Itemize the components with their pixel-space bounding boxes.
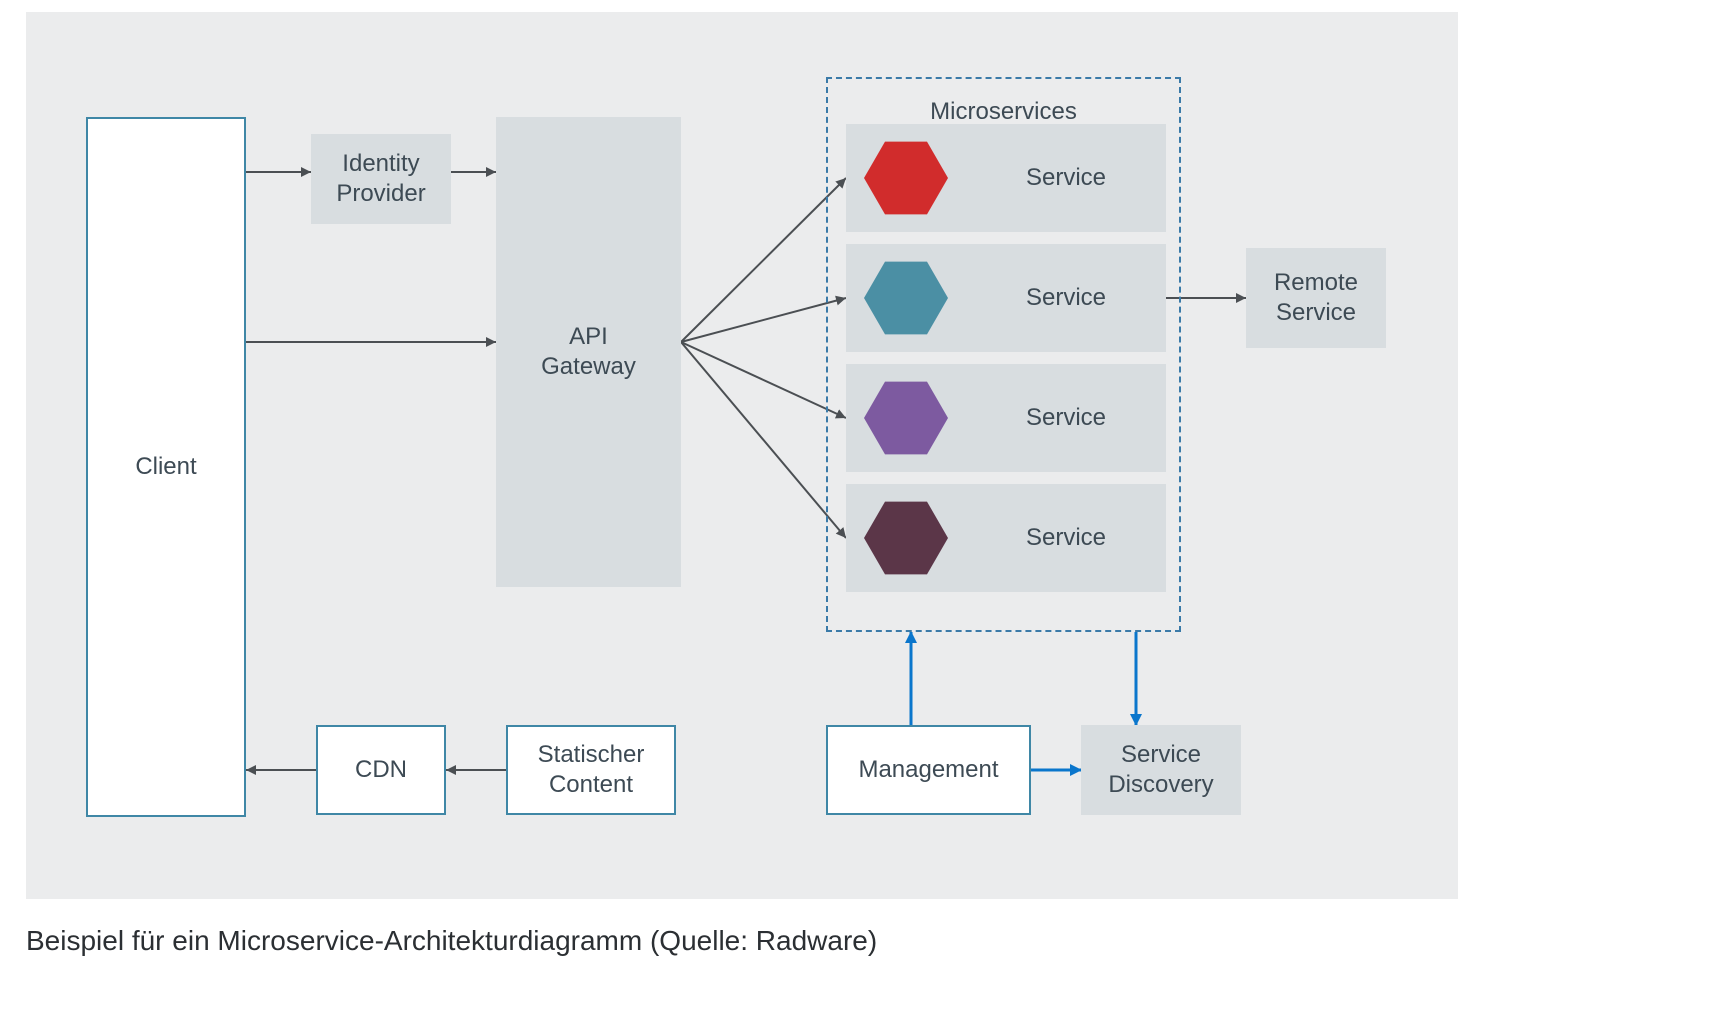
node-label: Service bbox=[1026, 124, 1166, 232]
diagram-panel: Microservices Client Identity Provider API … bbox=[26, 12, 1458, 899]
node-service1: Service bbox=[846, 124, 1166, 232]
node-remote: Remote Service bbox=[1246, 248, 1386, 348]
edge-3 bbox=[681, 178, 846, 342]
node-cdn: CDN bbox=[316, 725, 446, 815]
edge-5 bbox=[681, 342, 846, 418]
node-label: Client bbox=[135, 452, 196, 482]
node-label: Statischer Content bbox=[538, 740, 645, 800]
node-api_gateway: API Gateway bbox=[496, 117, 681, 587]
node-discovery: Service Discovery bbox=[1081, 725, 1241, 815]
node-label: Identity Provider bbox=[336, 149, 425, 209]
node-service2: Service bbox=[846, 244, 1166, 352]
node-label: API Gateway bbox=[541, 322, 636, 382]
node-service3: Service bbox=[846, 364, 1166, 472]
node-label: CDN bbox=[355, 755, 407, 785]
diagram-stage: Microservices Client Identity Provider API … bbox=[0, 0, 1717, 1021]
node-label: Service bbox=[1026, 364, 1166, 472]
edge-4 bbox=[681, 298, 846, 342]
node-label: Management bbox=[858, 755, 998, 785]
node-label: Microservices bbox=[930, 97, 1077, 127]
node-label: Remote Service bbox=[1274, 268, 1358, 328]
node-label: Service Discovery bbox=[1108, 740, 1213, 800]
node-identity: Identity Provider bbox=[311, 134, 451, 224]
node-label: Service bbox=[1026, 484, 1166, 592]
node-label: Service bbox=[1026, 244, 1166, 352]
node-static: Statischer Content bbox=[506, 725, 676, 815]
node-service4: Service bbox=[846, 484, 1166, 592]
caption-text: Beispiel für ein Microservice-Architektu… bbox=[26, 925, 877, 957]
node-management: Management bbox=[826, 725, 1031, 815]
edge-6 bbox=[681, 342, 846, 538]
node-client: Client bbox=[86, 117, 246, 817]
